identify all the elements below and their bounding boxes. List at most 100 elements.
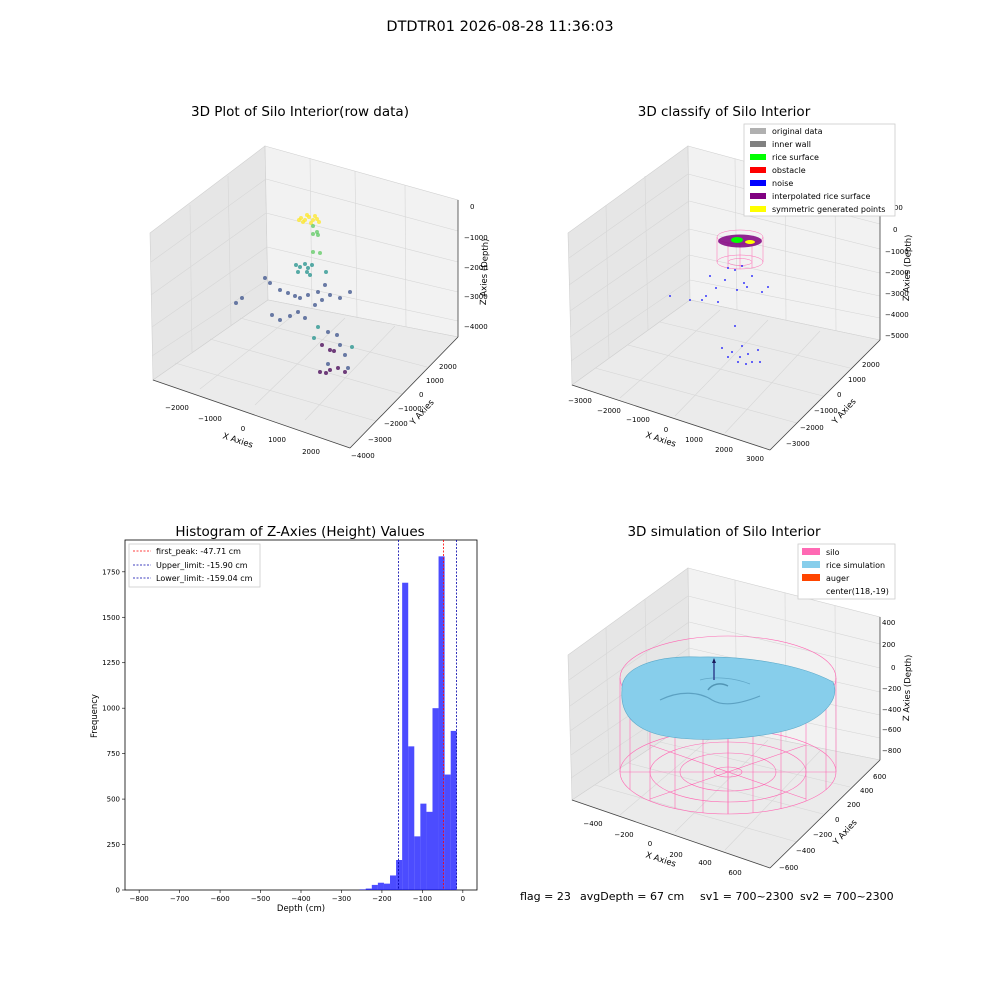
panel2-xtick-label: 2000 [715, 446, 733, 454]
panel4-ytick-label: −200 [813, 831, 832, 839]
histogram-ytick-label: 1750 [102, 568, 120, 576]
scatter-point [278, 318, 282, 322]
panel-raw-data: 3D Plot of Silo Interior(row data) −2000… [149, 104, 491, 460]
noise-point [734, 269, 736, 271]
scatter-point [240, 296, 244, 300]
panel4-ytick-label: −400 [796, 847, 815, 855]
noise-point [701, 299, 703, 301]
legend-label: interpolated rice surface [772, 192, 870, 201]
panel2-ytick-label: −2000 [800, 424, 824, 432]
panel-classify: 3D classify of Silo Interior −3000 −2000… [567, 104, 914, 463]
noise-point [721, 347, 723, 349]
scatter-point [316, 325, 320, 329]
histogram-bar [377, 882, 384, 890]
panel1-xtick-label: 0 [241, 425, 245, 433]
noise-point [747, 353, 749, 355]
panel2-xtick-label: −3000 [568, 397, 592, 405]
panel2-ztick-label: −3000 [885, 290, 909, 298]
legend-label: inner wall [772, 140, 811, 149]
histogram-xtick-label: −500 [251, 895, 270, 903]
scatter-point [332, 349, 336, 353]
legend-swatch-rice-surface [750, 154, 766, 160]
histogram-bar [365, 888, 372, 890]
panel1-ztick-label: −4000 [464, 323, 488, 331]
panel4-ytick-label: 0 [835, 816, 839, 824]
panel2-y-axis [769, 339, 881, 451]
panel4-xtick-label: −200 [614, 831, 633, 839]
histogram-bar [371, 884, 378, 890]
histogram-reference-lines [398, 540, 457, 890]
panel4-ztick-label: −200 [882, 685, 901, 693]
scatter-point [286, 291, 290, 295]
noise-point [736, 289, 738, 291]
scatter-point [346, 366, 350, 370]
histogram-bars [359, 556, 457, 890]
histogram-xtick-label: −200 [372, 895, 391, 903]
panel4-ytick-label: 200 [847, 801, 860, 809]
panel4-xtick-label: 0 [648, 840, 652, 848]
histogram-xtick-label: −300 [332, 895, 351, 903]
panel2-ztick-label: −1000 [885, 248, 909, 256]
scatter-point [336, 366, 340, 370]
scatter-point [316, 290, 320, 294]
panel2-xtick-label: −2000 [597, 407, 621, 415]
panel2-ztick-label: −2000 [885, 269, 909, 277]
scatter-point [316, 233, 320, 237]
panel4-x-axis [571, 799, 771, 869]
histogram-bar [396, 860, 403, 890]
panel4-grid [568, 579, 881, 851]
panel2-noise-points [669, 265, 769, 365]
noise-point [741, 345, 743, 347]
legend-frame [128, 543, 261, 588]
scatter-point [263, 276, 267, 280]
scatter-point [297, 218, 301, 222]
histogram-xtick-label: −800 [130, 895, 149, 903]
scatter-point [303, 316, 307, 320]
noise-point [727, 267, 729, 269]
panel1-zlabel: Z Axies (Depth) [479, 238, 491, 305]
scatter-point [317, 220, 321, 224]
histogram-bar [359, 889, 366, 890]
panel1-ztick-label: −3000 [464, 293, 488, 301]
scatter-point [326, 362, 330, 366]
histogram-ytick-label: 1000 [102, 705, 120, 713]
scatter-point [311, 232, 315, 236]
noise-point [705, 295, 707, 297]
legend-swatch-symmetric [750, 206, 766, 212]
panel2-xlabel: X Axies [644, 430, 677, 449]
scatter-point [313, 214, 317, 218]
panel4-zlabel: Z Axies (Depth) [902, 654, 914, 721]
noise-point [751, 275, 753, 277]
histogram-xtick-label: 0 [461, 895, 465, 903]
scatter-point [320, 343, 324, 347]
scatter-point [309, 221, 313, 225]
scatter-point [296, 310, 300, 314]
histogram-ytick-label: 1500 [102, 614, 120, 622]
center-marker [712, 658, 716, 663]
legend-swatch-noise [750, 180, 766, 186]
scatter-point [306, 266, 310, 270]
scatter-point [324, 371, 328, 375]
histogram-x-ticks: −800 −700 −600 −500 −400 −300 −200 −100 0 [130, 890, 465, 903]
panel1-ytick-label: 1000 [426, 377, 444, 385]
legend-label: first_peak: -47.71 cm [156, 547, 241, 556]
scatter-point [294, 263, 298, 267]
scatter-point [305, 270, 309, 274]
panel4-ztick-label: −600 [882, 726, 901, 734]
panel1-ytick-label: 2000 [439, 363, 457, 371]
scatter-point [338, 296, 342, 300]
panel1-scatter-points [234, 213, 354, 375]
panel1-x-axis [152, 379, 351, 449]
panel3-title: Histogram of Z-Axies (Height) Values [175, 524, 424, 540]
scatter-point [301, 220, 305, 224]
status-sv1: sv1 = 700~2300 [700, 890, 794, 903]
status-line: flag = 23 avgDepth = 67 cm sv1 = 700~230… [520, 890, 894, 903]
noise-point [746, 286, 748, 288]
scatter-point [338, 343, 342, 347]
panel4-xtick-label: −400 [583, 820, 602, 828]
panel1-xtick-label: 1000 [268, 436, 286, 444]
panel1-ztick-label: −2000 [464, 264, 488, 272]
scatter-point [303, 262, 307, 266]
noise-point [669, 295, 671, 297]
panel2-ztick-label: 0 [893, 226, 897, 234]
